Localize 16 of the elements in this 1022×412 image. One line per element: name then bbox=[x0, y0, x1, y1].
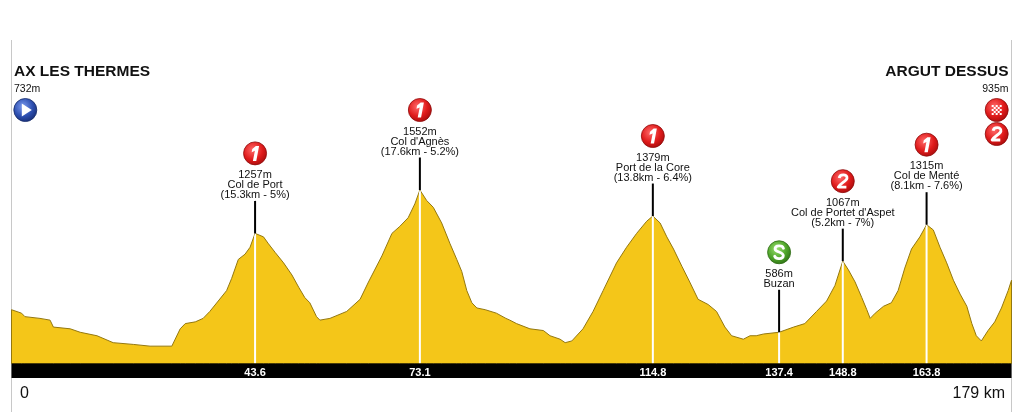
text: ARGUT DESSUS 935m bbox=[885, 62, 1009, 94]
annotation: 1315m Col de Menté (8.1km - 7.6%) bbox=[890, 159, 963, 192]
text: AX LES THERMES 732m bbox=[14, 62, 151, 94]
x-tick-label: 137.4 bbox=[765, 365, 794, 378]
x-tick-label: 43.6 bbox=[244, 365, 266, 378]
x-tick-label: 163.8 bbox=[912, 365, 941, 378]
x-tick-label: 73.1 bbox=[409, 365, 431, 378]
annotation: 1067m Col de Portet d'Aspet (5.2km - 7%) bbox=[790, 195, 895, 228]
annotation: 1552m Col d'Agnès (17.6km - 5.2%) bbox=[380, 124, 459, 157]
annotation: 1257m Col de Port (15.3km - 5%) bbox=[220, 167, 290, 200]
annotation: 1379m Port de la Core (13.8km - 6.4%) bbox=[613, 150, 692, 183]
text: 179 km bbox=[952, 384, 1005, 401]
annotation: 586m Buzan bbox=[763, 266, 795, 289]
x-tick-label: 148.8 bbox=[829, 365, 857, 378]
x-tick-label: 114.8 bbox=[639, 365, 667, 378]
text: 0 bbox=[20, 384, 29, 401]
